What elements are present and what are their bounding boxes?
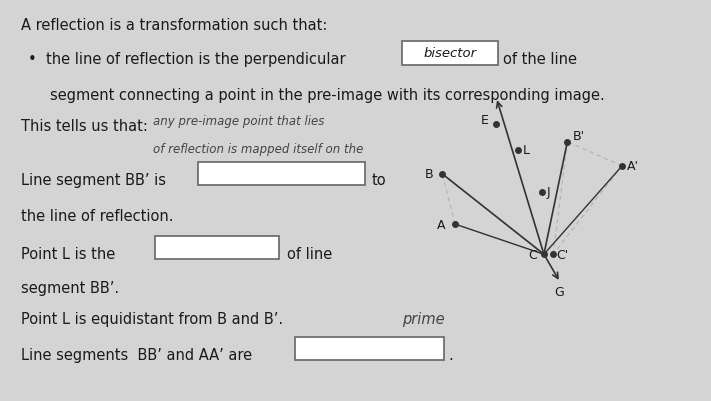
Bar [155, 237, 279, 260]
Text: Point L is the: Point L is the [21, 247, 116, 261]
Bar [295, 337, 444, 360]
Text: of the line: of the line [503, 52, 577, 67]
Text: to: to [372, 172, 387, 187]
Text: Point L is equidistant from B and B’.: Point L is equidistant from B and B’. [21, 311, 284, 326]
Text: A': A' [627, 160, 639, 173]
Text: .: . [448, 347, 453, 362]
Text: E: E [481, 114, 488, 127]
Text: A reflection is a transformation such that:: A reflection is a transformation such th… [21, 18, 328, 33]
Bar [402, 42, 498, 65]
Text: the line of reflection.: the line of reflection. [21, 209, 173, 223]
Text: segment BB’.: segment BB’. [21, 281, 119, 296]
Text: B: B [424, 168, 433, 181]
Text: J: J [547, 186, 550, 199]
Text: L: L [523, 144, 530, 157]
Text: This tells us that:: This tells us that: [21, 118, 148, 133]
Text: C: C [528, 248, 537, 261]
Text: segment connecting a point in the pre-image with its corresponding image.: segment connecting a point in the pre-im… [50, 88, 604, 103]
Text: C': C' [556, 248, 568, 261]
Text: of line: of line [287, 247, 332, 261]
Text: A: A [437, 218, 446, 231]
Text: prime: prime [402, 311, 444, 326]
Text: bisector: bisector [423, 47, 476, 60]
Text: Line segments  BB’ and AA’ are: Line segments BB’ and AA’ are [21, 347, 252, 362]
Text: any pre-image point that lies: any pre-image point that lies [153, 115, 324, 128]
Text: Line segment BB’ is: Line segment BB’ is [21, 172, 166, 187]
Text: B': B' [572, 130, 584, 143]
Text: •  the line of reflection is the perpendicular: • the line of reflection is the perpendi… [28, 52, 346, 67]
Text: of reflection is mapped itself on the: of reflection is mapped itself on the [153, 142, 363, 155]
Text: G: G [555, 285, 565, 298]
Bar [198, 162, 365, 186]
